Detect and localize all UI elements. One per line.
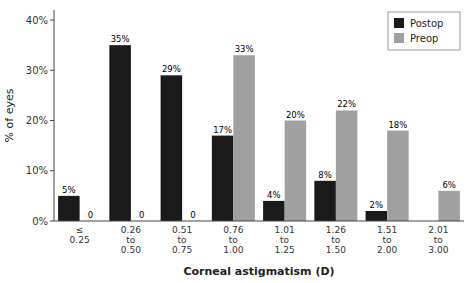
y-tick-label: 10% [26,165,48,176]
bar [233,55,255,221]
x-tick-label-line: 1.25 [275,245,295,255]
y-tick-label: 30% [26,65,48,76]
legend-label: Preop [410,33,438,44]
y-axis-title: % of eyes [3,88,16,142]
x-tick-label-line: to [126,235,136,245]
x-tick-label-line: 0.75 [172,245,192,255]
x-tick-label-line: to [331,235,341,245]
x-tick-label-line: 3.00 [428,245,448,255]
data-label: 35% [111,34,130,44]
x-tick-label-line: 0.76 [223,225,243,235]
x-tick-label-line: to [280,235,290,245]
chart-container: 5% 35% 29% 17% 4% 8% 2% 0 0 0 33% 20% 22% 18% 6% 0% 10% 2… [0,0,474,283]
y-tick-label: 40% [26,15,48,26]
y-tick [50,170,54,171]
bar [387,131,409,221]
x-tick-label-line: 2.00 [377,245,397,255]
data-label: 0 [190,210,195,220]
x-tick-label-line: 1.50 [326,245,346,255]
bar [161,75,183,221]
y-tick [50,120,54,121]
x-tick-label: 0.26to0.50 [121,225,141,255]
data-label: 29% [162,64,181,74]
data-label: 0 [139,210,144,220]
x-tick-label-line: 2.01 [428,225,448,235]
x-tick-label-line: 0.25 [70,235,90,245]
x-tick-label-line: 0.50 [121,245,141,255]
data-label: 0 [88,210,93,220]
x-tick-label: 1.26to1.50 [326,225,346,255]
legend-swatch [394,33,404,43]
chart: 5% 35% 29% 17% 4% 8% 2% 0 0 0 33% 20% 22% 18% 6% 0% 10% 2… [0,0,474,283]
legend-swatch [394,18,404,28]
data-label: 8% [318,170,332,180]
x-tick-label: 0.51to0.75 [172,225,192,255]
bar [109,45,131,221]
y-tick [50,20,54,21]
x-tick-label: 2.01to3.00 [428,225,448,255]
x-tick-label: 1.51to2.00 [377,225,397,255]
x-tick-label-line: to [178,235,188,245]
data-label: 18% [388,120,407,130]
data-label: 22% [337,99,356,109]
legend-label: Postop [410,18,443,29]
x-tick-label-line: 1.51 [377,225,397,235]
y-tick-label: 20% [26,115,48,126]
x-tick-label-line: to [434,235,444,245]
bar [58,196,80,221]
data-label: 4% [267,190,281,200]
x-tick-label-line: 0.26 [121,225,141,235]
legend: Postop Preop [388,12,460,50]
x-tick-label-line: 1.01 [275,225,295,235]
x-tick-label: ≤0.25 [70,225,90,245]
data-label: 6% [442,180,456,190]
x-tick-label-line: 0.51 [172,225,192,235]
y-tick [50,221,54,222]
x-tick-label-line: to [383,235,393,245]
x-tick-label-line: to [229,235,239,245]
data-label: 17% [213,125,232,135]
x-axis-title: Corneal astigmatism (D) [183,265,334,278]
legend-box [388,12,460,50]
bar [314,181,336,221]
data-label: 33% [235,44,254,54]
x-axis-line [54,221,464,222]
bar [366,211,388,221]
data-label: 5% [62,185,76,195]
data-label: 2% [370,200,384,210]
x-tick-label-line: 1.26 [326,225,346,235]
x-tick-label: 1.01to1.25 [275,225,295,255]
bar [336,110,358,221]
x-tick-label: 0.76to1.00 [223,225,243,255]
y-tick [50,70,54,71]
bar [285,121,307,221]
data-label: 20% [286,110,305,120]
bars [58,45,460,221]
x-tick-label-line: ≤ [76,225,84,235]
x-tick-label-line: 1.00 [223,245,243,255]
bar [263,201,285,221]
bar [438,191,460,221]
y-axis-line [54,10,55,221]
bar [212,136,234,221]
y-tick-label: 0% [32,216,48,227]
